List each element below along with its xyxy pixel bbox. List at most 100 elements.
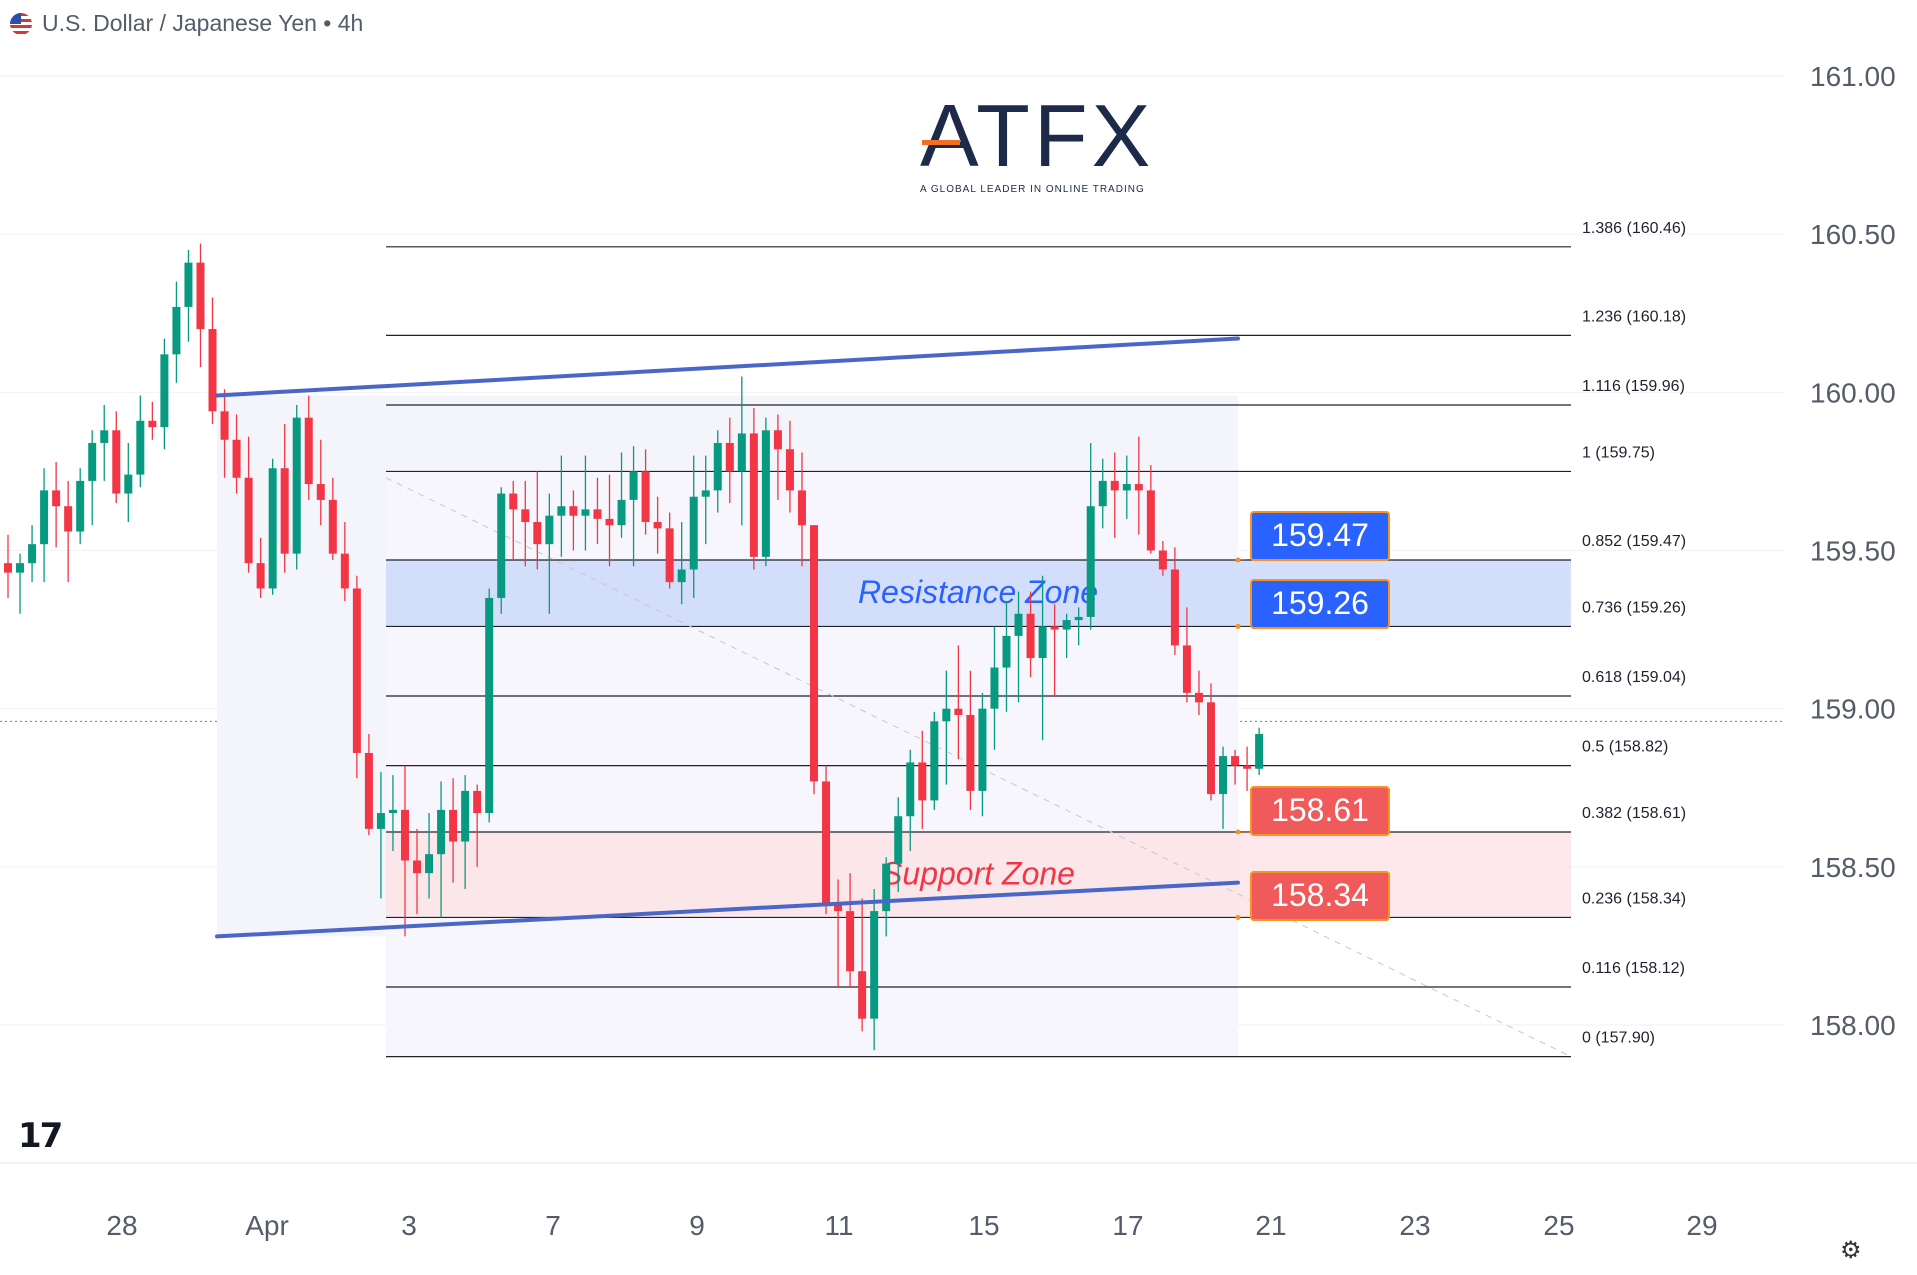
- candle-body: [124, 474, 133, 494]
- atfx-logo: ATFX A GLOBAL LEADER IN ONLINE TRADING: [920, 86, 1155, 196]
- candle-body: [906, 762, 915, 817]
- x-axis-tick-label: 23: [1399, 1210, 1430, 1241]
- y-axis-tick-label: 160.00: [1810, 377, 1896, 408]
- candle-body: [1098, 480, 1107, 507]
- candle-body: [533, 522, 542, 545]
- logo-accent: [922, 140, 960, 145]
- logo-name: ATFX: [920, 86, 1155, 185]
- candle-body: [1158, 550, 1167, 570]
- candle-body: [100, 430, 109, 443]
- candle-body: [136, 420, 145, 475]
- candle-body: [1231, 756, 1240, 766]
- candle-body: [569, 506, 578, 516]
- candle-body: [461, 790, 470, 842]
- candle-body: [473, 790, 482, 814]
- candle-body: [605, 518, 614, 526]
- candle-body: [942, 708, 951, 722]
- y-axis-tick-label: 158.00: [1810, 1010, 1896, 1041]
- candle-body: [846, 911, 855, 972]
- candle-body: [425, 854, 434, 874]
- candle-body: [773, 430, 782, 450]
- candle-body: [797, 490, 806, 526]
- x-axis-tick-label: 15: [968, 1210, 999, 1241]
- candle-body: [593, 509, 602, 519]
- candle-body: [1207, 702, 1215, 795]
- y-axis-tick-label: 158.50: [1810, 852, 1896, 883]
- diagonal-dashed-line: [385, 477, 1572, 1058]
- candle-body: [28, 544, 37, 564]
- candle-body: [1182, 645, 1191, 693]
- candle-body: [388, 809, 397, 814]
- y-axis-tick-label: 161.00: [1810, 61, 1896, 92]
- candle-body: [509, 493, 518, 510]
- candle-body: [208, 329, 217, 412]
- candle-body: [653, 522, 662, 529]
- candle-body: [292, 417, 301, 554]
- candle-body: [521, 509, 530, 523]
- candle-body: [1002, 635, 1011, 668]
- price-callout-anchor: [1235, 914, 1241, 920]
- price-labels: 159.47 159.26 158.61 158.34: [1235, 511, 1390, 921]
- price-callout-box: [1250, 871, 1390, 921]
- symbol-title: U.S. Dollar / Japanese Yen • 4h: [42, 10, 364, 36]
- candle-body: [1050, 626, 1059, 630]
- candle-body: [737, 433, 746, 472]
- candle-body: [328, 499, 337, 554]
- fib-label: 1 (159.75): [1582, 444, 1655, 461]
- price-callout-box: [1250, 579, 1390, 629]
- candle-body: [4, 563, 12, 573]
- x-axis-tick-label: 11: [824, 1210, 853, 1241]
- candle-body: [1122, 484, 1131, 491]
- candles: [4, 243, 1264, 1051]
- price-channel: [215, 336, 1240, 939]
- candle-body: [16, 563, 25, 573]
- candle-body: [1038, 626, 1047, 659]
- price-callout-anchor: [1235, 623, 1241, 629]
- us-flag-icon: [10, 12, 32, 35]
- candle-body: [990, 667, 999, 709]
- candle-body: [581, 509, 590, 516]
- x-axis-tick-label: 17: [1112, 1210, 1143, 1241]
- x-axis-tick-label: 3: [401, 1210, 417, 1241]
- candle-body: [689, 496, 698, 570]
- candle-body: [316, 484, 325, 500]
- support-zone-label: Support Zone: [881, 856, 1075, 892]
- candle-body: [196, 262, 205, 330]
- candle-body: [256, 563, 265, 589]
- candle-body: [665, 528, 674, 583]
- price-callout-box: [1250, 786, 1390, 836]
- candle-body: [364, 752, 373, 829]
- candle-body: [930, 721, 939, 801]
- price-callout-box: [1250, 511, 1390, 561]
- price-callout-text: 159.47: [1271, 517, 1369, 553]
- candle-body: [76, 480, 85, 532]
- fib-label: 0.382 (158.61): [1582, 805, 1686, 822]
- candle-body: [184, 262, 193, 307]
- candle-body: [858, 971, 867, 1019]
- candle-body: [822, 781, 831, 905]
- candle-body: [1110, 480, 1119, 491]
- candle-body: [978, 708, 987, 791]
- settings-gear-icon[interactable]: ⚙: [1840, 1236, 1862, 1264]
- candle-body: [1194, 692, 1203, 703]
- candle-body: [485, 597, 494, 814]
- fib-label: 0.5 (158.82): [1582, 739, 1668, 756]
- candle-body: [112, 430, 121, 494]
- tradingview-logo: 𝟭𝟳: [18, 1116, 63, 1156]
- candle-body: [172, 306, 181, 355]
- candle-body: [160, 354, 169, 428]
- candle-body: [376, 813, 385, 829]
- candle-body: [1146, 490, 1155, 551]
- candle-body: [749, 433, 758, 557]
- fib-label: 0.736 (159.26): [1582, 599, 1686, 616]
- candle-body: [1134, 484, 1143, 491]
- candle-body: [64, 506, 73, 532]
- candle-body: [810, 525, 819, 782]
- candle-body: [629, 471, 638, 500]
- candle-body: [148, 420, 157, 428]
- candle-body: [268, 468, 277, 589]
- candle-body: [761, 430, 770, 557]
- fib-label: 0 (157.90): [1582, 1030, 1655, 1047]
- fibonacci-levels: 1.386 (160.46) 1.236 (160.18) 1.116 (159.9…: [385, 220, 1686, 1058]
